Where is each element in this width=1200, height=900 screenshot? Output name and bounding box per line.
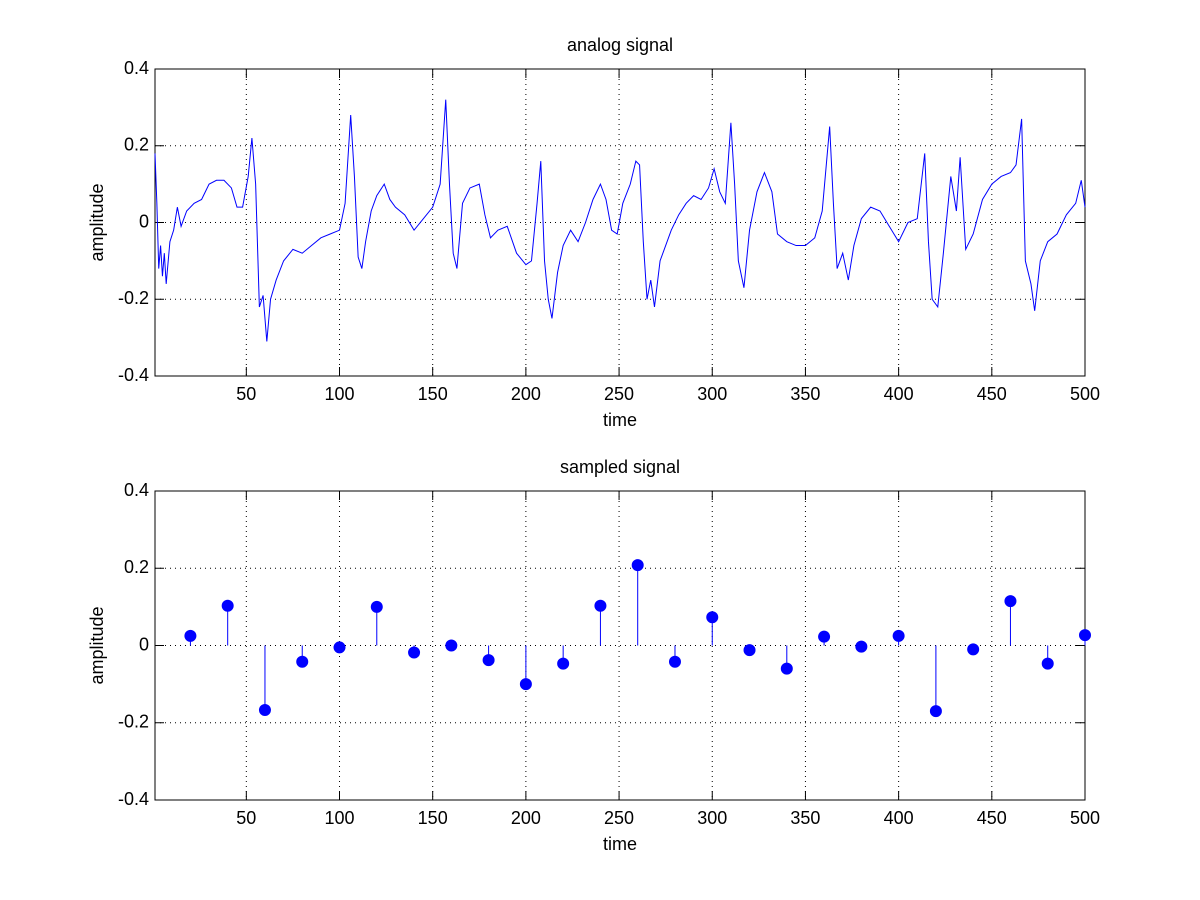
signal-line	[154, 99, 1086, 342]
stem-marker	[929, 705, 942, 718]
x-tick-label: 300	[697, 808, 727, 828]
stem-marker	[519, 678, 532, 691]
y-tick-label: 0.4	[124, 480, 149, 500]
x-tick-label: 250	[604, 384, 634, 404]
stem-marker	[855, 640, 868, 653]
x-tick-label: 450	[977, 384, 1007, 404]
x-tick-label: 350	[790, 384, 820, 404]
x-axis-label: time	[603, 410, 637, 430]
x-tick-label: 150	[418, 384, 448, 404]
y-axis-label: amplitude	[87, 183, 107, 261]
y-tick-label: 0.2	[124, 557, 149, 577]
stem-marker	[967, 643, 980, 656]
stem-marker	[370, 600, 383, 613]
stem-marker	[557, 657, 570, 670]
stem-marker	[818, 630, 831, 643]
x-tick-label: 400	[884, 808, 914, 828]
x-tick-label: 50	[236, 384, 256, 404]
stem-marker	[221, 599, 234, 612]
stem-marker	[631, 559, 644, 572]
stem-marker	[1004, 595, 1017, 608]
y-tick-label: 0.4	[124, 58, 149, 78]
x-tick-label: 500	[1070, 384, 1100, 404]
x-tick-label: 100	[324, 384, 354, 404]
x-tick-label: 350	[790, 808, 820, 828]
x-tick-label: 150	[418, 808, 448, 828]
stem-marker	[594, 599, 607, 612]
stem-marker	[1079, 629, 1091, 642]
x-tick-label: 300	[697, 384, 727, 404]
x-tick-label: 100	[324, 808, 354, 828]
y-tick-label: -0.2	[118, 712, 149, 732]
y-axis-label: amplitude	[87, 606, 107, 684]
stem-marker	[333, 641, 346, 654]
chart-title: analog signal	[567, 35, 673, 55]
stem-marker	[184, 629, 197, 642]
y-tick-label: -0.4	[118, 789, 149, 809]
y-tick-label: -0.4	[118, 365, 149, 385]
stem-marker	[892, 629, 905, 642]
x-tick-label: 250	[604, 808, 634, 828]
x-tick-label: 200	[511, 384, 541, 404]
axes-box	[154, 68, 1086, 377]
x-tick-label: 200	[511, 808, 541, 828]
stem-marker	[482, 654, 495, 667]
y-tick-label: 0	[139, 211, 149, 231]
x-tick-label: 400	[884, 384, 914, 404]
stem-marker	[408, 646, 421, 659]
stem-marker	[780, 662, 793, 675]
stem-marker	[1041, 657, 1054, 670]
stem-marker	[258, 704, 271, 717]
x-tick-label: 500	[1070, 808, 1100, 828]
chart-title: sampled signal	[560, 457, 680, 477]
stem-marker	[706, 611, 719, 624]
stem-marker	[445, 639, 458, 652]
y-tick-label: 0	[139, 634, 149, 654]
stem-marker	[296, 655, 309, 668]
y-tick-label: 0.2	[124, 135, 149, 155]
stem-marker	[668, 655, 681, 668]
stem-marker	[743, 644, 756, 657]
y-tick-label: -0.2	[118, 288, 149, 308]
x-tick-label: 450	[977, 808, 1007, 828]
x-axis-label: time	[603, 834, 637, 854]
x-tick-label: 50	[236, 808, 256, 828]
